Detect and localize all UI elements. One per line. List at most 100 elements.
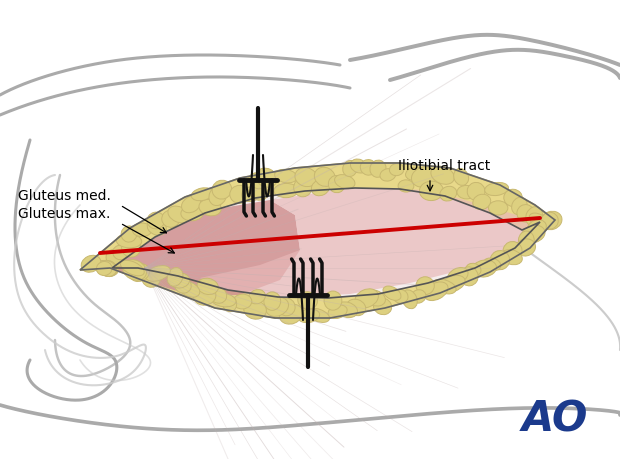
Ellipse shape [211,293,236,307]
Ellipse shape [147,212,165,229]
Ellipse shape [440,275,465,292]
Ellipse shape [528,220,546,236]
Ellipse shape [199,199,221,216]
Ellipse shape [431,166,454,185]
Ellipse shape [448,268,468,284]
Ellipse shape [244,301,267,319]
Ellipse shape [193,286,216,305]
Ellipse shape [516,239,536,256]
Ellipse shape [298,292,317,309]
Ellipse shape [370,160,386,177]
Ellipse shape [249,173,268,189]
Ellipse shape [279,304,303,324]
Ellipse shape [295,168,317,187]
Ellipse shape [328,305,347,319]
Ellipse shape [485,182,508,196]
Ellipse shape [467,182,485,200]
Polygon shape [112,200,300,295]
Ellipse shape [298,309,320,323]
Ellipse shape [307,308,329,322]
Ellipse shape [398,180,414,192]
Ellipse shape [147,220,166,235]
Ellipse shape [209,186,226,206]
Ellipse shape [179,281,200,297]
Ellipse shape [121,226,137,242]
Ellipse shape [483,258,501,271]
Ellipse shape [314,167,335,186]
Text: Gluteus med.: Gluteus med. [18,189,111,203]
Ellipse shape [526,207,542,226]
Ellipse shape [130,263,149,281]
Ellipse shape [411,290,426,303]
Ellipse shape [122,238,141,257]
Ellipse shape [242,187,260,202]
Ellipse shape [405,167,425,180]
Ellipse shape [99,261,117,276]
Polygon shape [80,163,555,318]
Ellipse shape [424,282,448,301]
Ellipse shape [454,168,469,185]
Ellipse shape [175,277,191,293]
Ellipse shape [504,189,523,207]
Ellipse shape [501,250,522,265]
Ellipse shape [521,225,545,243]
Ellipse shape [365,290,386,306]
Ellipse shape [233,294,252,309]
Ellipse shape [249,185,268,200]
Ellipse shape [142,270,160,287]
Ellipse shape [350,159,367,173]
Ellipse shape [517,205,534,222]
Ellipse shape [457,185,476,199]
Ellipse shape [230,185,249,203]
Ellipse shape [380,168,396,181]
Ellipse shape [541,211,562,230]
Text: Iliotibial tract: Iliotibial tract [398,159,490,173]
Ellipse shape [460,267,478,286]
Ellipse shape [416,277,435,295]
Ellipse shape [466,263,481,276]
Ellipse shape [347,299,366,316]
Ellipse shape [489,201,508,215]
Ellipse shape [117,234,142,248]
Ellipse shape [162,210,180,227]
Ellipse shape [210,287,227,303]
Ellipse shape [223,296,237,312]
Ellipse shape [145,265,171,281]
Polygon shape [112,188,540,298]
Ellipse shape [432,280,456,294]
Ellipse shape [343,160,357,177]
Ellipse shape [97,262,112,275]
Ellipse shape [512,197,527,214]
Ellipse shape [274,184,298,198]
Ellipse shape [294,178,312,197]
Ellipse shape [192,188,213,201]
Ellipse shape [275,169,297,183]
Ellipse shape [329,175,345,193]
Ellipse shape [170,273,190,288]
Ellipse shape [440,186,457,201]
Ellipse shape [266,297,288,316]
Ellipse shape [95,260,118,276]
Ellipse shape [373,298,392,315]
Ellipse shape [264,292,281,310]
Ellipse shape [324,291,342,310]
Polygon shape [200,188,540,297]
Ellipse shape [355,289,378,308]
Ellipse shape [472,260,497,277]
Ellipse shape [106,249,126,267]
Ellipse shape [311,179,330,196]
Text: AO: AO [522,399,588,441]
Ellipse shape [197,278,218,295]
Ellipse shape [335,174,355,189]
Ellipse shape [113,245,128,260]
Ellipse shape [490,251,510,270]
Ellipse shape [123,260,146,280]
Ellipse shape [473,194,491,210]
Ellipse shape [412,167,436,187]
Ellipse shape [503,241,522,261]
Ellipse shape [392,290,408,303]
Ellipse shape [360,160,376,175]
Ellipse shape [182,196,201,213]
Ellipse shape [120,260,144,276]
Ellipse shape [419,181,443,201]
